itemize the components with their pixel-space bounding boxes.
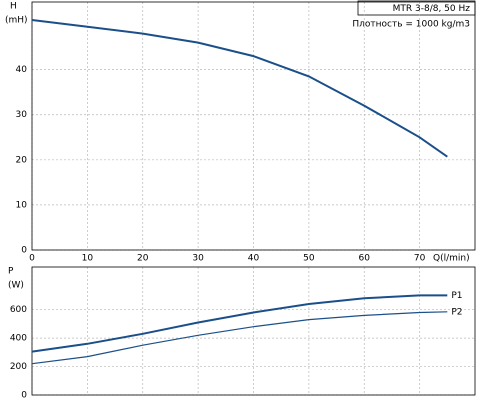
x-tick-label: 0 (29, 254, 35, 264)
series-label: P1 (451, 291, 462, 301)
y-tick-label: 400 (10, 334, 27, 344)
y-tick-label: 0 (21, 391, 27, 400)
plot-frame (31, 266, 476, 396)
x-tick-label: 10 (82, 254, 94, 264)
curve (31, 311, 448, 365)
x-tick-label: 30 (192, 254, 204, 264)
x-tick-label: 70 (414, 254, 426, 264)
x-tick-label: 40 (248, 254, 260, 264)
y-tick-label: 30 (16, 110, 28, 120)
y-tick-label: 200 (10, 362, 27, 372)
y-unit: (mH) (5, 16, 28, 26)
x-tick-label: 60 (359, 254, 371, 264)
y-tick-label: 600 (10, 305, 27, 315)
chart-title: MTR 3-8/8, 50 Hz (393, 4, 471, 14)
x-tick-label: 50 (303, 254, 315, 264)
curve (31, 19, 448, 158)
y-label: H (10, 2, 17, 12)
plot-frame (31, 1, 476, 251)
x-tick-label: 20 (137, 254, 149, 264)
x-label: Q(l/min) (433, 254, 470, 264)
y-label: P (8, 267, 14, 277)
y-unit: (W) (8, 281, 24, 291)
y-tick-label: 10 (16, 200, 28, 210)
curve (31, 294, 448, 353)
chart-subtitle: Плотность = 1000 kg/m3 (352, 20, 470, 30)
y-tick-label: 20 (16, 155, 28, 165)
series-label: P2 (451, 307, 462, 317)
y-tick-label: 40 (16, 65, 28, 75)
y-tick-label: 0 (21, 246, 27, 256)
